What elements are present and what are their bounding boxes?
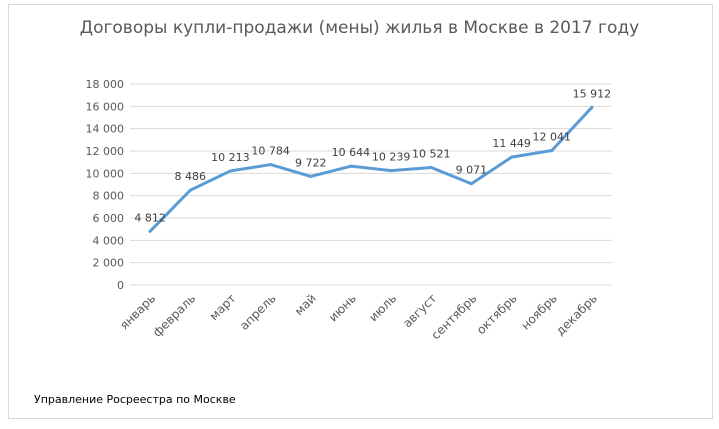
y-tick-label: 14 000	[86, 123, 125, 136]
data-label: 11 449	[492, 137, 531, 150]
data-label: 15 912	[573, 87, 612, 100]
data-label: 10 644	[332, 146, 371, 159]
data-label: 9 722	[295, 156, 327, 169]
y-tick-label: 6 000	[93, 212, 125, 225]
data-label: 9 071	[456, 164, 488, 177]
x-tick-label: февраль	[150, 291, 198, 339]
data-label: 10 239	[372, 151, 411, 164]
data-point	[349, 164, 353, 168]
data-label: 4 812	[134, 211, 166, 224]
y-tick-label: 16 000	[86, 100, 125, 113]
data-label: 10 213	[211, 151, 250, 164]
data-point	[148, 229, 152, 233]
y-tick-label: 8 000	[93, 190, 125, 203]
x-tick-label: март	[207, 291, 239, 323]
y-tick-label: 0	[117, 279, 124, 292]
chart-frame	[8, 4, 713, 419]
data-point	[389, 169, 393, 173]
data-point	[309, 174, 313, 178]
y-tick-label: 4 000	[93, 234, 125, 247]
data-label: 10 784	[251, 145, 290, 158]
data-label: 12 041	[533, 131, 572, 144]
data-label: 8 486	[175, 170, 207, 183]
data-point	[550, 149, 554, 153]
x-tick-label: июль	[366, 291, 399, 324]
x-tick-label: май	[292, 291, 319, 318]
data-label: 10 521	[412, 148, 451, 161]
y-tick-label: 12 000	[86, 145, 125, 158]
series-line	[148, 105, 594, 233]
y-tick-label: 18 000	[86, 78, 125, 91]
data-point	[590, 105, 594, 109]
x-tick-label: апрель	[237, 291, 279, 333]
x-tick-label: январь	[117, 291, 158, 332]
data-point	[469, 182, 473, 186]
x-tick-label: октябрь	[474, 291, 520, 337]
x-tick-label: декабрь	[553, 291, 600, 338]
source-note: Управление Росреестра по Москве	[34, 393, 236, 406]
x-tick-label: июнь	[326, 291, 359, 324]
data-point	[510, 155, 514, 159]
y-tick-label: 2 000	[93, 257, 125, 270]
y-tick-label: 10 000	[86, 167, 125, 180]
data-point	[269, 163, 273, 167]
chart-title: Договоры купли-продажи (мены) жилья в Мо…	[79, 18, 640, 38]
x-tick-label: август	[400, 291, 439, 330]
data-point	[429, 166, 433, 170]
data-point	[228, 169, 232, 173]
data-point	[188, 188, 192, 192]
